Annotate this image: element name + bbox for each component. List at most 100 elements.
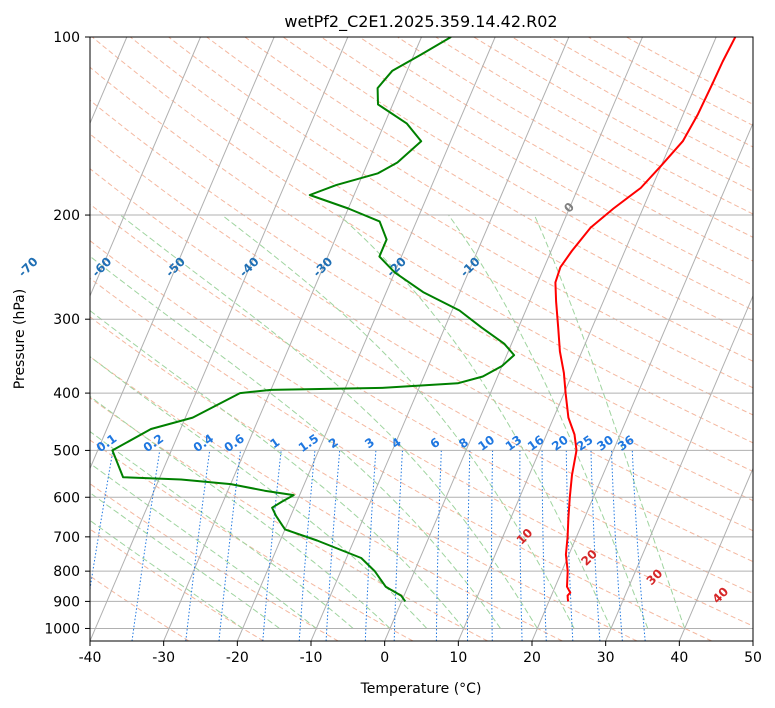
moist-adiabat-line [221,214,575,629]
dry-adiabat-line [511,37,753,170]
y-tick-label: 600 [53,490,80,506]
mixing-ratio-line [262,450,282,641]
mixing-ratio-line [435,450,442,641]
y-tick-label: 100 [53,30,80,46]
dry-adiabat-line [244,37,753,336]
dry-adiabat-line [90,203,753,594]
profiles [111,37,737,602]
isotherm-line [531,122,753,641]
mixing-ratio-label: 3 [362,435,377,451]
mixing-ratio-line [185,450,211,641]
chart-title: wetPf2_C2E1.2025.359.14.42.R02 [284,12,557,32]
dewpoint-profile-line [111,37,516,602]
x-tick-label: 20 [523,650,541,666]
mixing-ratio-line [541,450,547,641]
plot-frame [89,36,754,642]
mixing-ratio-label: 1 [267,435,282,451]
mixing-ratio-line [466,450,471,641]
dry-adiabat-line [90,397,488,641]
mixing-ratio-line [364,450,377,641]
y-tick-label: 700 [53,530,80,546]
isotherm-line [90,37,201,298]
isotherm-line [90,37,275,470]
x-axis-ticks: -40 -30 -20 -10 0 10 20 30 40 50 [79,641,762,666]
mixing-ratio-label: 2 [326,435,341,451]
y-axis-label: Pressure (hPa) [12,289,28,389]
mixing-ratio-line [490,450,494,641]
isotherm-label: -50 [163,254,188,279]
dry-adiabat-line [90,483,339,641]
x-tick-label: 30 [597,650,615,666]
y-tick-label: 500 [53,443,80,459]
isotherm-label: 0 [561,200,577,216]
moist-adiabat-label: 20 [578,547,600,569]
mixing-ratio-line [590,450,601,641]
y-tick-label: 200 [53,208,80,224]
dry-adiabat-line [90,240,753,627]
x-tick-label: 10 [449,650,467,666]
dry-adiabat-line [206,37,753,362]
dry-adiabat-line [90,439,414,641]
x-tick-label: -40 [79,650,102,666]
dry-adiabat-line [90,528,264,641]
isotherm-line [752,639,753,641]
isotherm-line [310,37,570,641]
y-tick-label: 300 [53,312,80,328]
isotherm-label: -40 [236,254,261,279]
dry-adiabat-line [90,133,753,532]
mixing-ratio-label: 0.4 [191,431,216,455]
x-tick-label: 0 [380,650,389,666]
mixing-ratio-line [393,450,403,641]
dry-adiabat-line [91,37,753,444]
isotherm-line [90,37,349,641]
isotherm-line [457,37,717,641]
mixing-ratio-line [131,450,161,641]
moist-adiabat-line [90,519,243,629]
mixing-ratio-line [519,450,523,641]
dry-adiabat-line [168,37,753,389]
dry-adiabat-line [473,37,753,192]
y-axis-ticks: 100 200 300 400 500 600 700 800 900 1000 [44,30,90,637]
mixing-ratio-label: 6 [428,435,443,451]
mixing-ratio-line [298,450,316,641]
mixing-ratio-label: 4 [389,435,404,451]
background-lines [90,37,753,641]
moist-adiabat-label: 30 [644,566,666,588]
mixing-ratio-label: 1.5 [296,431,321,455]
mixing-ratio-line [218,450,241,641]
y-tick-label: 400 [53,386,80,402]
mixing-ratio-line [565,450,574,641]
isotherm-line [236,37,496,641]
dry-adiabat-line [282,37,753,311]
dry-adiabat-line [90,316,638,641]
x-tick-label: -30 [152,650,175,666]
moist-adiabat-line [119,214,538,629]
mixing-ratio-label: 0.6 [222,431,247,455]
moist-adiabat-label: 10 [514,526,536,548]
dry-adiabat-line [130,37,753,416]
moist-adiabat-line [448,214,649,629]
pressure-gridlines [90,36,753,629]
mixing-ratio-label: 0.2 [141,431,166,455]
x-tick-label: 50 [744,650,762,666]
mixing-ratio-line [90,450,114,593]
x-axis-label: Temperature (°C) [360,681,482,697]
x-tick-label: -10 [300,650,323,666]
mixing-ratio-line [631,450,646,641]
dry-adiabat-line [359,37,753,262]
dry-adiabat-line [90,66,753,472]
y-tick-label: 800 [53,564,80,580]
mixing-ratio-line [611,450,623,641]
y-tick-label: 900 [53,594,80,610]
isotherm-label: -70 [15,254,40,279]
dry-adiabat-line [90,168,753,563]
isotherm-line [678,467,753,641]
isotherm-line [605,294,753,641]
y-tick-label: 1000 [44,621,80,637]
isotherm-line [163,37,422,641]
dry-adiabat-line [90,575,190,641]
x-tick-label: 40 [670,650,688,666]
